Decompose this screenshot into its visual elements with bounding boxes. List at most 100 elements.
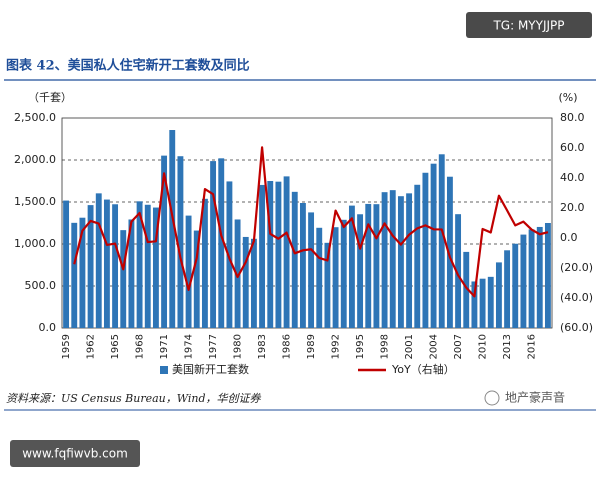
x-tick-label: 2010 [478,334,489,359]
y-tick-label: 1,500.0 [14,195,56,208]
bar [504,250,511,328]
y2-tick-label: 20.0 [560,201,585,214]
line [73,146,549,298]
bar [544,223,551,328]
bar [95,193,102,328]
y2-tick-label: (40.0) [560,291,593,304]
bar [259,184,266,328]
bar [471,281,478,328]
badge-box [466,12,592,38]
bar [103,199,110,328]
x-tick-label: 1962 [86,334,97,359]
x-tick-label: 1977 [208,334,219,359]
x-tick-label: 1998 [380,334,391,359]
y-axis-label: （千套） [28,91,72,104]
x-tick-label: 1971 [159,334,170,359]
x-tick-label: 1968 [135,334,146,359]
x-tick-label: 1986 [282,334,293,359]
bar [234,219,241,328]
bar [520,234,527,328]
x-tick-label: 2004 [429,334,440,359]
bar [463,251,470,328]
bar [365,203,372,328]
bar [242,236,249,328]
bar [144,204,151,328]
bar [495,262,502,328]
bar [357,214,364,328]
bar [512,243,519,328]
bar [275,181,282,328]
x-tick-label: 1980 [233,334,244,359]
bar [161,155,168,328]
bar [536,226,543,328]
bar [283,176,290,328]
legend-swatch [160,366,168,374]
x-tick-label: 1992 [331,334,342,359]
bar [136,201,143,328]
x-tick-label: 1974 [184,334,195,359]
x-tick-label: 1983 [257,334,268,359]
bar [79,217,86,328]
x-tick-label: 1959 [61,334,72,359]
y2-axis-label: (%) [558,91,577,104]
bar [128,219,135,328]
bar [438,154,445,328]
x-tick-label: 2001 [404,334,415,359]
y-tick-label: 0.0 [39,321,57,334]
bar [193,230,200,328]
x-tick-label: 2016 [527,334,538,359]
bar [291,191,298,328]
bar [332,227,339,328]
bar [430,163,437,328]
bar [406,193,413,328]
url-box [10,440,140,467]
y2-tick-label: 40.0 [560,171,585,184]
bar [112,204,119,328]
bar [63,200,70,328]
bar [455,214,462,328]
bar [373,204,380,328]
bar [169,130,176,328]
y2-tick-label: 80.0 [560,111,585,124]
bar [487,276,494,328]
bar [422,172,429,328]
bar [324,242,331,328]
bar [71,222,78,328]
bar [479,278,486,328]
x-tick-label: 2007 [453,334,464,359]
y2-tick-label: 60.0 [560,141,585,154]
bar [177,156,184,328]
y-tick-label: 500.0 [25,279,57,292]
bar [446,176,453,328]
url: www.fqfiwvb.com [22,447,128,461]
bar [267,181,274,328]
x-tick-label: 2013 [502,334,513,359]
y2-tick-label: (60.0) [560,321,593,334]
x-tick-label: 1989 [306,334,317,359]
y-tick-label: 2,500.0 [14,111,56,124]
bar [226,181,233,328]
bar [210,161,217,328]
y-tick-label: 1,000.0 [14,237,56,250]
legend-label: YoY（右轴） [391,362,455,376]
plot-frame [61,117,553,329]
bar [348,205,355,328]
legend-label: 美国新开工套数 [172,362,249,376]
x-tick-label: 1965 [110,334,121,359]
bar [250,238,257,328]
bar [299,203,306,328]
bar [308,212,315,328]
bar [152,207,159,328]
chart-title: 图表 42、美国私人住宅新开工套数及同比 [6,58,250,74]
source: 资料来源：US Census Bureau，Wind，华创证券 [6,392,262,405]
bar [185,215,192,328]
x-tick-label: 1995 [355,334,366,359]
y2-tick-label: 0.0 [560,231,578,244]
bar [316,227,323,328]
bar [381,192,388,328]
bar [218,158,225,328]
badge: TG: MYYJJPP [492,19,564,33]
bar [397,196,404,328]
bar [340,219,347,328]
